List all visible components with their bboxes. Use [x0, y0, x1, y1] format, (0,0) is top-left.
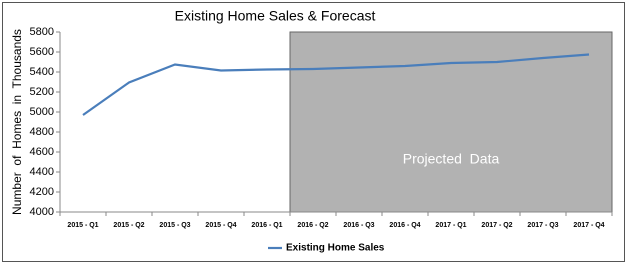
y-tick-label: 4800 — [30, 126, 54, 138]
y-tick-label: 4000 — [30, 206, 54, 218]
y-tick-label: 5000 — [30, 106, 54, 118]
x-tick-label: 2015 - Q1 — [67, 222, 98, 229]
x-tick-label: 2016 - Q3 — [343, 222, 374, 229]
y-tick-label: 4200 — [30, 186, 54, 198]
y-tick-label: 5800 — [30, 26, 54, 38]
y-tick-label: 5400 — [30, 66, 54, 78]
series-line — [82, 53, 590, 116]
x-tick-label: 2017 - Q3 — [527, 222, 558, 229]
projected-region — [289, 31, 613, 213]
x-tick-label: 2017 - Q2 — [481, 222, 512, 229]
y-tick-label: 4600 — [30, 146, 54, 158]
chart-title: Existing Home Sales & Forecast — [175, 8, 376, 24]
x-tick-label: 2015 - Q3 — [159, 222, 190, 229]
y-axis-label: Number of Homes in Thousands — [10, 29, 24, 215]
y-tick-label: 5600 — [30, 46, 54, 58]
legend-label: Existing Home Sales — [286, 243, 385, 254]
x-tick-label: 2016 - Q2 — [297, 222, 328, 229]
x-tick-label: 2015 - Q4 — [205, 222, 236, 229]
y-tick-label: 4400 — [30, 166, 54, 178]
projected-label: Projected Data — [403, 151, 500, 167]
y-tick-label: 5200 — [30, 86, 54, 98]
x-tick-label: 2017 - Q1 — [435, 222, 466, 229]
x-tick-label: 2016 - Q1 — [251, 222, 282, 229]
x-tick-label: 2016 - Q4 — [389, 222, 420, 229]
x-tick-label: 2015 - Q2 — [113, 222, 144, 229]
x-tick-label: 2017 - Q4 — [573, 222, 604, 229]
